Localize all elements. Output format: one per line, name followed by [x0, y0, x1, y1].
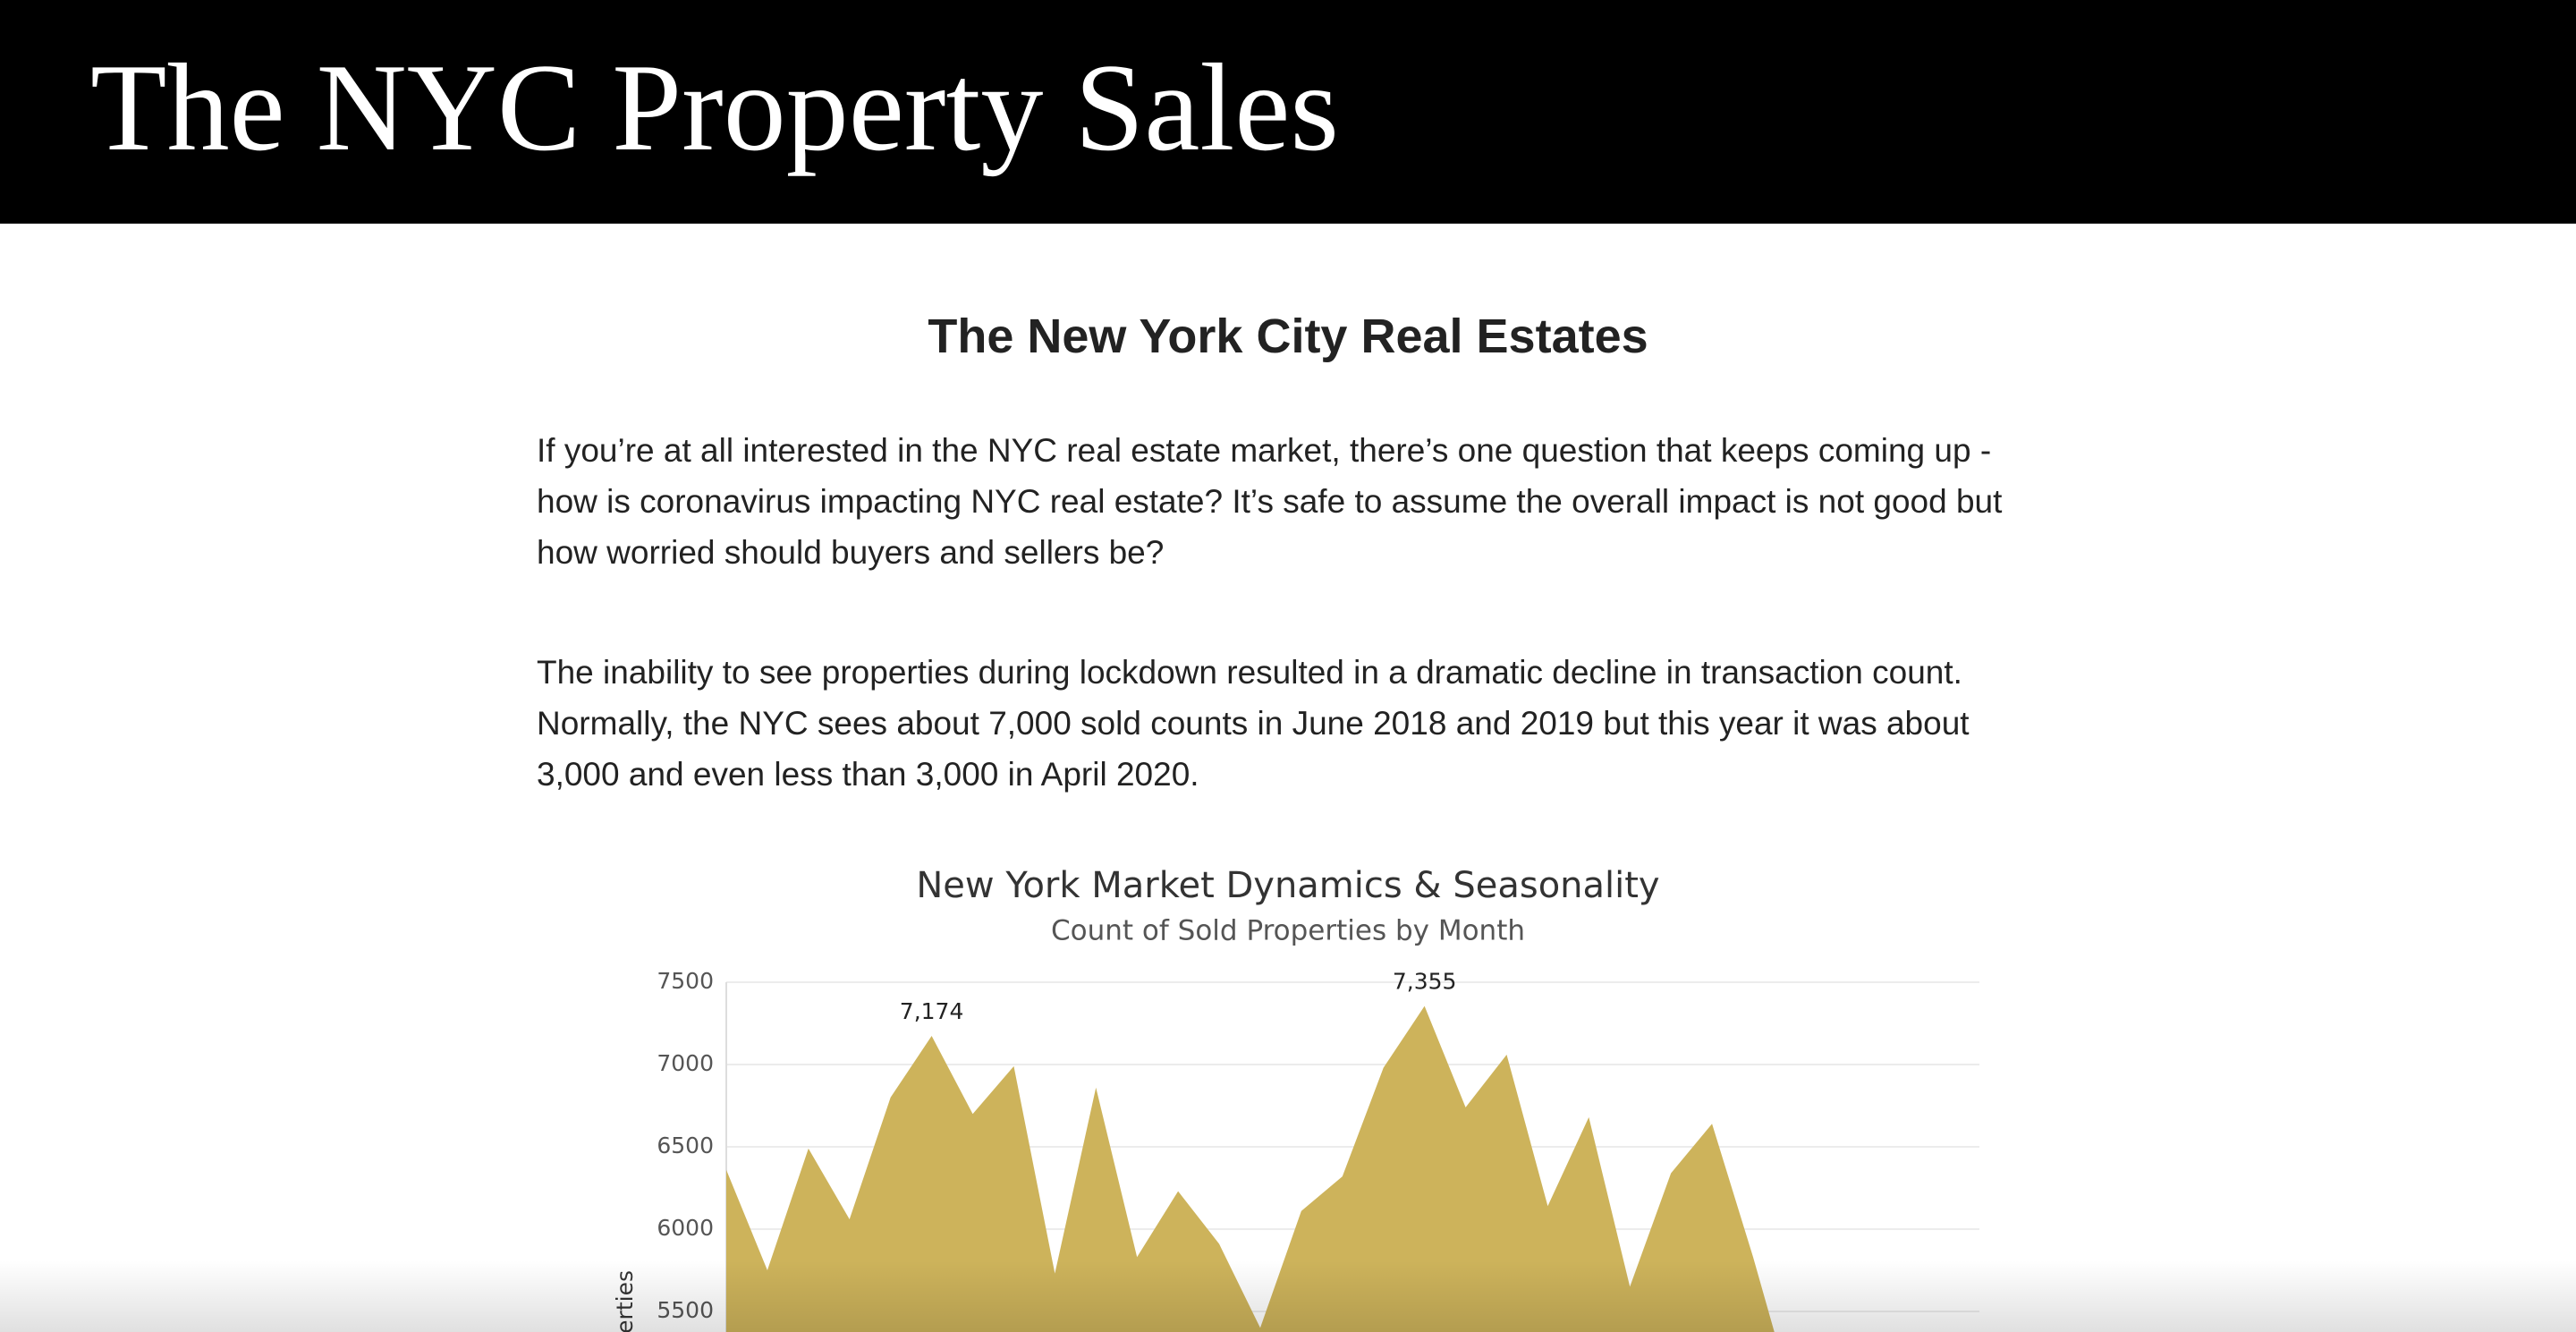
- paragraph: The inability to see properties during l…: [537, 654, 1970, 793]
- chart-title: New York Market Dynamics & Seasonality: [916, 865, 1659, 906]
- site-title: The NYC Property Sales: [90, 38, 1339, 177]
- chart-subtitle: Count of Sold Properties by Month: [1051, 915, 1525, 947]
- area: [726, 1005, 1794, 1332]
- data-label: 7,174: [900, 998, 964, 1024]
- window-shadow: [0, 1260, 2576, 1332]
- y-tick-label: 7000: [657, 1050, 714, 1076]
- header: The NYC Property Sales: [0, 0, 2576, 224]
- paragraph: If you’re at all interested in the NYC r…: [537, 432, 2003, 571]
- data-label: 7,355: [1393, 969, 1457, 995]
- y-tick-label: 6000: [657, 1215, 714, 1241]
- y-tick-label: 6500: [657, 1133, 714, 1158]
- article-heading: The New York City Real Estates: [928, 310, 1648, 363]
- y-tick-label: 5500: [657, 1297, 714, 1323]
- y-axis-label: Count of Sold Properties: [612, 1270, 638, 1332]
- y-tick-label: 7500: [657, 968, 714, 994]
